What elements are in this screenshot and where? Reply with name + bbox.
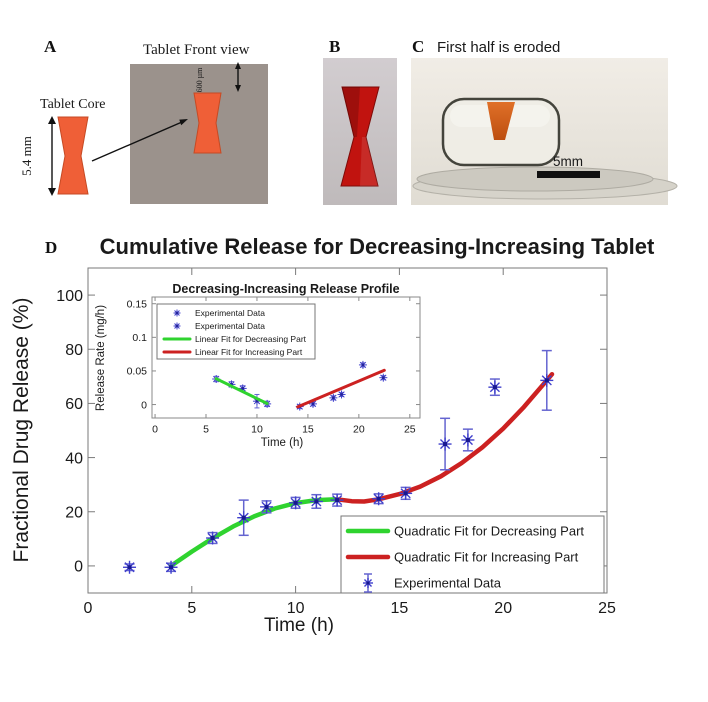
x-tick-label: 10 <box>251 424 263 436</box>
y-axis-label: Release Rate (mg/h) <box>95 305 107 411</box>
panel-b: B <box>323 37 397 205</box>
panel-b-label: B <box>329 37 340 56</box>
x-tick-label: 20 <box>494 600 512 617</box>
cone-shape <box>487 102 515 140</box>
x-tick-label: 25 <box>404 424 416 436</box>
main-chart-legend: Quadratic Fit for Decreasing Part Quadrat… <box>340 515 605 594</box>
data-point-marker <box>461 433 475 447</box>
y-tick-label: 0 <box>74 559 83 576</box>
legend-label: Quadratic Fit for Increasing Part <box>394 550 579 565</box>
x-tick-label: 0 <box>84 600 93 617</box>
x-tick-label: 0 <box>152 424 158 436</box>
data-point-marker <box>372 492 386 506</box>
data-point-marker <box>173 322 181 330</box>
panel-d-label: D <box>45 238 57 257</box>
y-tick-label: 20 <box>65 505 83 522</box>
data-point-marker <box>206 531 220 545</box>
fit-line <box>168 497 340 569</box>
x-tick-label: 5 <box>203 424 209 436</box>
scale-bar-label: 5mm <box>553 154 583 169</box>
tablet-core-label: Tablet Core <box>40 97 106 112</box>
y-tick-label: 40 <box>65 450 83 467</box>
core-height-arrowhead-up <box>48 116 56 124</box>
y-tick-label: 0.05 <box>127 366 148 378</box>
data-point-marker <box>540 373 554 387</box>
tablet-photo-highlight <box>360 137 378 186</box>
fit-line <box>296 368 386 409</box>
data-point-marker <box>330 493 344 507</box>
core-height-label: 5.4 mm <box>19 136 34 176</box>
data-point-marker <box>309 494 323 508</box>
x-tick-label: 25 <box>598 600 616 617</box>
data-point-marker <box>237 511 251 525</box>
scale-bar <box>537 171 600 178</box>
panel-a: A Tablet Front view 600 µm Tablet Core 5… <box>19 37 268 204</box>
data-point-marker <box>337 390 346 399</box>
top-gap-arrowhead-down <box>235 85 241 92</box>
data-point-marker <box>164 560 178 574</box>
legend-label: Experimental Data <box>394 576 502 591</box>
data-point-marker <box>289 496 303 510</box>
core-height-arrowhead-down <box>48 188 56 196</box>
legend-label: Quadratic Fit for Decreasing Part <box>394 524 584 539</box>
y-tick-label: 60 <box>65 396 83 413</box>
panel-c-label: C <box>412 37 424 56</box>
x-tick-label: 20 <box>353 424 365 436</box>
glass-slide-edge <box>416 166 654 192</box>
pointer-arrow <box>91 121 183 162</box>
y-tick-label: 80 <box>65 342 83 359</box>
legend-label: Linear Fit for Increasing Part <box>195 347 303 357</box>
inset-chart: 0 5 10 15 20 25 0 0.05 0.1 0.15 Decreasing-Increas… <box>95 282 421 449</box>
y-tick-label: 0.1 <box>132 332 147 344</box>
x-tick-label: 10 <box>287 600 305 617</box>
legend-label: Experimental Data <box>195 308 265 318</box>
data-point-marker <box>173 309 181 317</box>
data-point-marker <box>488 380 502 394</box>
panel-c: C First half is eroded 5mm <box>411 37 678 205</box>
x-tick-label: 15 <box>302 424 314 436</box>
y-tick-label: 100 <box>56 288 83 305</box>
x-tick-label: 5 <box>187 600 196 617</box>
tablet-photo-shading <box>342 87 360 137</box>
legend-label: Linear Fit for Decreasing Part <box>195 334 307 344</box>
data-point-marker <box>123 560 137 574</box>
tablet-photo-shape <box>340 86 380 187</box>
data-point-marker <box>399 486 413 500</box>
data-point-marker <box>260 500 274 514</box>
x-axis-label: Time (h) <box>261 437 304 449</box>
data-point-marker <box>379 373 388 382</box>
y-tick-label: 0 <box>141 399 147 411</box>
tablet-core-shape <box>57 116 89 195</box>
data-point-marker <box>438 437 452 451</box>
panel-a-label: A <box>44 37 57 56</box>
fit-line <box>334 371 555 504</box>
pointer-arrowhead <box>179 119 188 126</box>
data-point-marker <box>329 393 338 402</box>
y-tick-label: 0.15 <box>127 299 148 311</box>
front-view-title: Tablet Front view <box>143 42 250 58</box>
x-axis-label: Time (h) <box>264 615 334 636</box>
top-gap-arrowhead-up <box>235 62 241 69</box>
data-point-marker <box>363 578 373 588</box>
inset-chart-legend: Experimental Data Experimental Data Linear… <box>156 303 316 360</box>
panel-c-title: First half is eroded <box>437 39 560 56</box>
chart-title: Decreasing-Increasing Release Profile <box>172 282 399 296</box>
legend-box <box>156 303 316 360</box>
legend-label: Experimental Data <box>195 321 265 331</box>
chart-title: Cumulative Release for Decreasing-Increa… <box>100 234 655 259</box>
y-axis-label: Fractional Drug Release (%) <box>10 298 33 563</box>
x-tick-label: 15 <box>391 600 409 617</box>
front-view-tablet-shape <box>193 92 222 154</box>
top-gap-label: 600 µm <box>195 67 204 93</box>
fit-line <box>214 377 269 405</box>
data-point-marker <box>358 360 367 369</box>
